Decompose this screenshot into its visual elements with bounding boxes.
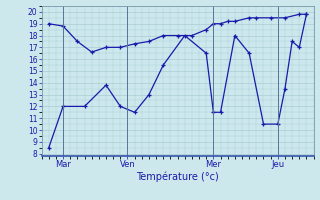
- X-axis label: Température (°c): Température (°c): [136, 172, 219, 182]
